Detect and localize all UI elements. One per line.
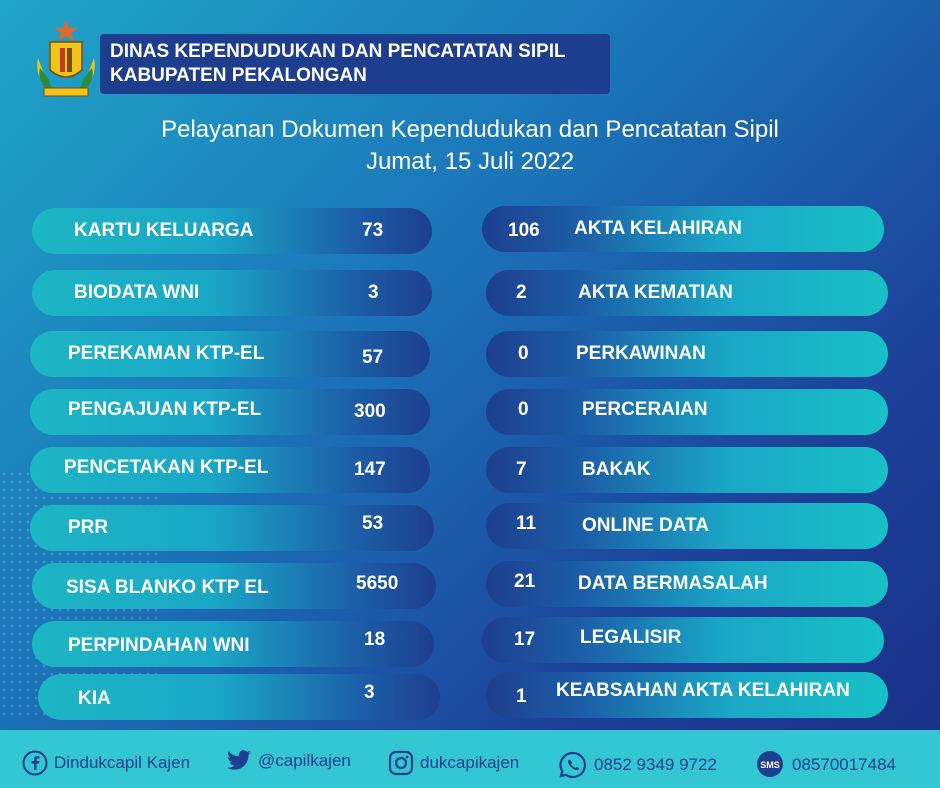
service-row-pengajuan-ktp-el: PENGAJUAN KTP-EL 300 [30,389,430,435]
service-row-bakak: 7 BAKAK [486,447,888,493]
service-row-kartu-keluarga: KARTU KELUARGA 73 [32,208,432,254]
service-count: 5650 [356,573,399,594]
service-row-data-bermasalah: 21 DATA BERMASALAH [486,561,888,607]
service-label: ONLINE DATA [582,515,710,536]
service-label: BIODATA WNI [74,282,200,303]
service-count: 53 [362,513,384,534]
service-row-biodata-wni: BIODATA WNI 3 [32,270,432,316]
regency-emblem-icon [30,18,102,98]
service-count: 0 [518,399,529,420]
service-count: 7 [516,459,527,480]
twitter-handle: @capilkajen [258,751,351,770]
whatsapp-number: 0852 9349 9722 [594,755,717,774]
service-count: 57 [362,347,384,368]
service-row-perekaman-ktp-el: PEREKAMAN KTP-EL 57 [30,331,430,377]
service-row-legalisir: 17 LEGALISIR [482,617,884,663]
service-label: BAKAK [582,459,651,480]
agency-name-box: DINAS KEPENDUDUKAN DAN PENCATATAN SIPIL … [100,34,610,94]
service-count: 147 [354,459,386,480]
service-count: 2 [516,282,527,303]
sms-number: 08570017484 [792,755,897,774]
sms-badge-text: SMS [760,760,780,770]
service-count: 11 [516,513,537,534]
service-label: SISA BLANKO KTP EL [66,577,269,598]
instagram-contact[interactable]: dukcapikajen [388,750,519,776]
header: DINAS KEPENDUDUKAN DAN PENCATATAN SIPIL … [30,18,610,98]
twitter-contact[interactable]: @capilkajen [226,750,351,772]
service-row-keabsahan-akta-kelahiran: 1 KEABSAHAN AKTA KELAHIRAN [486,672,888,718]
service-label: PRR [68,517,109,538]
page-title: Pelayanan Dokumen Kependudukan dan Penca… [161,116,779,143]
footer-contact-bar: Dindukcapil Kajen @capilkajen dukcapikaj… [0,730,940,788]
twitter-icon [226,750,251,770]
service-label: PENCETAKAN KTP-EL [64,457,269,478]
service-count: 1 [516,686,527,707]
service-label: AKTA KEMATIAN [578,282,733,303]
service-count: 3 [368,282,379,303]
service-row-perpindahan-wni: PERPINDAHAN WNI 18 [32,621,434,667]
agency-name-line2: KABUPATEN PEKALONGAN [110,65,367,86]
service-row-prr: PRR 53 [30,505,434,551]
facebook-handle: Dindukcapil Kajen [54,753,191,772]
service-label: KEABSAHAN AKTA KELAHIRAN [556,680,850,701]
service-count: 3 [364,682,375,703]
service-row-perceraian: 0 PERCERAIAN [486,389,888,435]
service-label: AKTA KELAHIRAN [574,218,742,239]
sms-icon: SMS [757,751,783,777]
service-label: PERKAWINAN [576,343,706,364]
service-row-akta-kelahiran: 106 AKTA KELAHIRAN [482,206,884,252]
facebook-icon [22,750,48,776]
service-label: LEGALISIR [580,627,682,648]
service-row-sisa-blanko-ktp-el: SISA BLANKO KTP EL 5650 [32,563,436,609]
instagram-handle: dukcapikajen [420,753,520,772]
service-count: 300 [354,401,386,422]
service-label: PENGAJUAN KTP-EL [68,399,262,420]
service-label: KARTU KELUARGA [74,220,254,241]
service-row-kia: KIA 3 [38,674,440,720]
service-row-akta-kematian: 2 AKTA KEMATIAN [486,270,888,316]
service-label: PERPINDAHAN WNI [68,635,250,656]
service-row-perkawinan: 0 PERKAWINAN [486,331,888,377]
whatsapp-icon [559,751,586,779]
service-count: 17 [514,629,536,650]
sms-contact[interactable]: SMS 08570017484 [754,750,896,780]
service-count: 106 [508,220,540,241]
service-label: PERCERAIAN [582,399,708,420]
service-label: DATA BERMASALAH [578,573,768,594]
service-label: PEREKAMAN KTP-EL [68,343,265,364]
service-count: 73 [362,220,384,241]
instagram-icon [388,750,414,776]
service-count: 21 [514,571,536,592]
service-label: KIA [78,688,111,709]
page-date: Jumat, 15 Juli 2022 [365,148,575,175]
facebook-contact[interactable]: Dindukcapil Kajen [22,750,190,776]
service-row-online-data: 11 ONLINE DATA [486,503,888,549]
service-count: 0 [518,343,529,364]
whatsapp-contact[interactable]: 0852 9349 9722 [558,750,717,780]
agency-name-line1: DINAS KEPENDUDUKAN DAN PENCATATAN SIPIL [110,41,566,62]
service-row-pencetakan-ktp-el: PENCETAKAN KTP-EL 147 [30,447,430,493]
service-count: 18 [364,629,386,650]
